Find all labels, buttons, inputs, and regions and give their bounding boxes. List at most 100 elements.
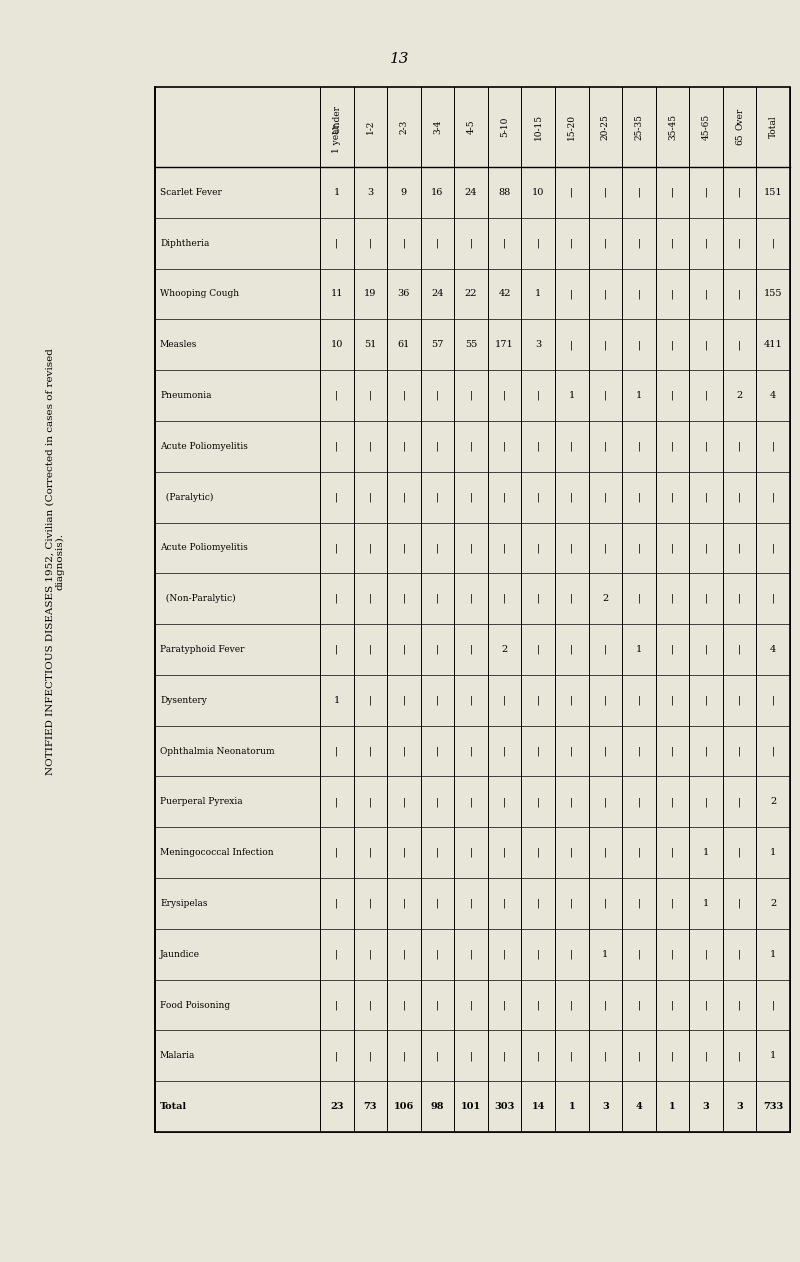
Text: |: | xyxy=(604,239,607,247)
Text: |: | xyxy=(335,848,338,857)
Text: |: | xyxy=(738,1051,742,1060)
Text: |: | xyxy=(738,1001,742,1010)
Text: |: | xyxy=(604,188,607,197)
Text: |: | xyxy=(503,594,506,603)
Text: |: | xyxy=(369,695,372,705)
Text: Ophthalmia Neonatorum: Ophthalmia Neonatorum xyxy=(160,747,274,756)
Text: 733: 733 xyxy=(763,1102,783,1111)
Text: 1: 1 xyxy=(569,1102,575,1111)
Text: 151: 151 xyxy=(764,188,782,197)
Text: |: | xyxy=(402,1001,406,1010)
Text: |: | xyxy=(671,798,674,806)
Text: |: | xyxy=(738,594,742,603)
Text: NOTIFIED INFECTIOUS DISEASES 1952, Civilian (Corrected in cases of revised
diagn: NOTIFIED INFECTIOUS DISEASES 1952, Civil… xyxy=(46,348,65,775)
Text: |: | xyxy=(436,645,439,654)
Text: |: | xyxy=(771,1001,775,1010)
Text: |: | xyxy=(604,798,607,806)
Text: |: | xyxy=(335,492,338,502)
Text: 1: 1 xyxy=(636,645,642,654)
Text: |: | xyxy=(402,899,406,909)
Text: |: | xyxy=(335,239,338,247)
Text: |: | xyxy=(604,543,607,553)
Text: 20-25: 20-25 xyxy=(601,114,610,140)
Text: |: | xyxy=(570,695,574,705)
Text: |: | xyxy=(402,391,406,400)
Text: |: | xyxy=(436,1051,439,1060)
Text: |: | xyxy=(671,848,674,857)
Text: |: | xyxy=(537,1001,540,1010)
Text: 65: 65 xyxy=(735,134,744,145)
Text: |: | xyxy=(638,1001,641,1010)
Text: |: | xyxy=(570,899,574,909)
Text: 1: 1 xyxy=(636,391,642,400)
Text: |: | xyxy=(671,442,674,451)
Text: Paratyphoid Fever: Paratyphoid Fever xyxy=(160,645,245,654)
Text: 2: 2 xyxy=(602,594,609,603)
Text: |: | xyxy=(369,899,372,909)
Text: Diphtheria: Diphtheria xyxy=(160,239,210,247)
Text: Over: Over xyxy=(735,107,744,130)
Text: Measles: Measles xyxy=(160,341,198,350)
Text: |: | xyxy=(738,543,742,553)
Text: 9: 9 xyxy=(401,188,407,197)
Text: |: | xyxy=(604,899,607,909)
Text: (Paralytic): (Paralytic) xyxy=(160,492,214,502)
Text: |: | xyxy=(705,391,708,400)
Text: |: | xyxy=(738,442,742,451)
Text: 11: 11 xyxy=(330,289,343,299)
Text: |: | xyxy=(570,289,574,299)
Text: |: | xyxy=(570,543,574,553)
Text: 3: 3 xyxy=(367,188,374,197)
Text: |: | xyxy=(771,239,775,247)
Text: 24: 24 xyxy=(465,188,478,197)
Text: |: | xyxy=(537,695,540,705)
Text: |: | xyxy=(671,1051,674,1060)
Text: |: | xyxy=(705,239,708,247)
Text: |: | xyxy=(570,442,574,451)
Text: |: | xyxy=(738,848,742,857)
Text: |: | xyxy=(705,188,708,197)
Text: |: | xyxy=(335,391,338,400)
Text: |: | xyxy=(671,289,674,299)
Text: |: | xyxy=(638,746,641,756)
Text: |: | xyxy=(738,746,742,756)
Text: |: | xyxy=(738,239,742,247)
Text: 25-35: 25-35 xyxy=(634,114,643,140)
Text: |: | xyxy=(570,594,574,603)
Text: |: | xyxy=(638,339,641,350)
Text: 35-45: 35-45 xyxy=(668,114,677,140)
Text: Total: Total xyxy=(769,116,778,139)
Text: |: | xyxy=(335,645,338,654)
Text: |: | xyxy=(705,442,708,451)
Text: |: | xyxy=(570,746,574,756)
Text: 4: 4 xyxy=(635,1102,642,1111)
Text: |: | xyxy=(470,1051,473,1060)
Text: |: | xyxy=(604,442,607,451)
Text: |: | xyxy=(604,848,607,857)
Text: |: | xyxy=(604,645,607,654)
Text: |: | xyxy=(771,492,775,502)
Text: |: | xyxy=(436,695,439,705)
Text: |: | xyxy=(604,1051,607,1060)
Text: 2: 2 xyxy=(502,645,508,654)
Text: |: | xyxy=(604,492,607,502)
Text: 19: 19 xyxy=(364,289,377,299)
Text: |: | xyxy=(402,442,406,451)
Text: 13: 13 xyxy=(390,52,410,66)
Text: |: | xyxy=(470,645,473,654)
Text: |: | xyxy=(335,1001,338,1010)
Text: |: | xyxy=(570,1051,574,1060)
Text: |: | xyxy=(402,645,406,654)
Text: |: | xyxy=(537,543,540,553)
Text: 2-3: 2-3 xyxy=(399,120,409,134)
Text: 1: 1 xyxy=(535,289,542,299)
Text: |: | xyxy=(638,543,641,553)
Text: 45-65: 45-65 xyxy=(702,114,710,140)
Text: |: | xyxy=(436,848,439,857)
Text: 3: 3 xyxy=(535,341,542,350)
Text: |: | xyxy=(604,695,607,705)
Text: |: | xyxy=(470,899,473,909)
Text: |: | xyxy=(705,543,708,553)
Text: Meningococcal Infection: Meningococcal Infection xyxy=(160,848,274,857)
Text: |: | xyxy=(570,239,574,247)
